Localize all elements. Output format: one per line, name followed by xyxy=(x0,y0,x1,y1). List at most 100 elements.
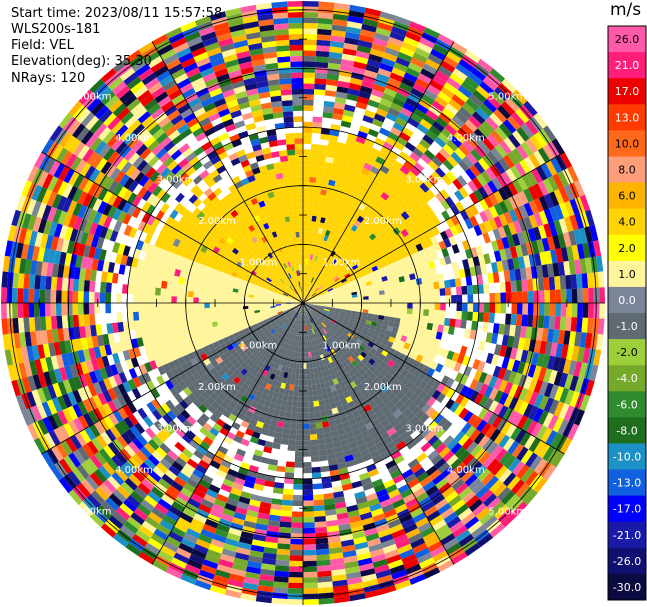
velocity-cell xyxy=(305,242,310,249)
velocity-cell xyxy=(354,241,362,249)
velocity-cell xyxy=(309,171,317,178)
velocity-cell xyxy=(329,307,336,310)
velocity-cell xyxy=(72,314,80,328)
velocity-cell xyxy=(360,257,368,265)
velocity-cell xyxy=(565,274,572,290)
velocity-cell xyxy=(320,133,330,141)
velocity-cell xyxy=(166,316,173,325)
velocity-cell xyxy=(334,181,342,189)
velocity-cell xyxy=(523,100,538,117)
velocity-cell xyxy=(366,268,374,274)
velocity-cell xyxy=(458,268,466,279)
velocity-cell xyxy=(422,222,432,232)
velocity-cell xyxy=(553,189,565,205)
velocity-cell xyxy=(423,309,430,317)
velocity-cell xyxy=(559,275,567,290)
velocity-cell xyxy=(376,217,385,226)
velocity-cell xyxy=(341,303,347,306)
velocity-cell xyxy=(309,276,313,283)
velocity-cell xyxy=(538,195,550,211)
velocity-cell xyxy=(318,295,324,298)
velocity-cell xyxy=(306,294,311,300)
velocity-cell xyxy=(466,136,479,149)
velocity-cell xyxy=(356,261,363,268)
velocity-cell xyxy=(392,209,401,219)
velocity-cell xyxy=(427,174,438,186)
velocity-cell xyxy=(312,272,317,278)
velocity-cell xyxy=(403,36,420,48)
velocity-cell xyxy=(323,100,335,108)
velocity-cell xyxy=(248,305,254,309)
velocity-cell xyxy=(434,95,449,108)
velocity-cell xyxy=(406,170,417,181)
velocity-cell xyxy=(362,289,369,294)
velocity-cell xyxy=(220,307,227,312)
velocity-cell xyxy=(295,368,300,375)
velocity-cell xyxy=(400,250,409,259)
velocity-cell xyxy=(303,83,315,90)
velocity-cell xyxy=(358,264,365,271)
velocity-cell xyxy=(313,510,326,517)
velocity-cell xyxy=(312,237,317,244)
velocity-cell xyxy=(61,315,69,329)
velocity-cell xyxy=(296,429,303,435)
velocity-cell xyxy=(303,209,308,216)
velocity-cell xyxy=(385,155,396,165)
velocity-cell xyxy=(363,162,373,171)
velocity-cell xyxy=(341,53,356,62)
velocity-cell xyxy=(335,308,341,311)
velocity-cell xyxy=(341,278,347,284)
velocity-cell xyxy=(361,80,375,89)
velocity-cell xyxy=(303,484,313,490)
velocity-cell xyxy=(155,279,162,289)
velocity-cell xyxy=(318,306,325,309)
velocity-cell xyxy=(350,313,357,318)
velocity-cell xyxy=(508,222,518,236)
velocity-cell xyxy=(334,293,341,297)
velocity-cell xyxy=(330,282,337,287)
velocity-cell xyxy=(461,285,468,295)
velocity-cell xyxy=(308,193,315,200)
velocity-cell xyxy=(425,58,441,70)
velocity-cell xyxy=(295,434,303,441)
velocity-cell xyxy=(356,215,365,223)
velocity-cell xyxy=(341,115,353,123)
velocity-cell xyxy=(320,245,325,252)
velocity-cell xyxy=(231,421,241,431)
velocity-cell xyxy=(456,294,463,303)
velocity-cell xyxy=(431,216,441,227)
velocity-cell xyxy=(226,310,233,315)
velocity-cell xyxy=(549,303,556,317)
velocity-cell xyxy=(319,305,325,308)
velocity-cell xyxy=(378,311,385,316)
velocity-cell xyxy=(571,345,580,362)
velocity-cell xyxy=(467,72,483,86)
velocity-cell xyxy=(231,295,238,300)
velocity-cell xyxy=(345,138,356,147)
velocity-cell xyxy=(198,292,205,298)
velocity-cell xyxy=(516,291,523,303)
velocity-cell xyxy=(303,385,308,391)
velocity-cell xyxy=(426,84,441,96)
velocity-cell xyxy=(313,494,324,501)
velocity-cell xyxy=(323,281,329,286)
velocity-cell xyxy=(398,276,405,283)
velocity-cell xyxy=(349,4,366,13)
velocity-cell xyxy=(204,312,211,319)
velocity-cell xyxy=(334,291,341,295)
velocity-cell xyxy=(383,87,397,98)
velocity-cell xyxy=(461,240,471,251)
velocity-cell xyxy=(400,211,410,221)
velocity-cell xyxy=(353,267,361,273)
velocity-cell xyxy=(307,390,313,397)
velocity-cell xyxy=(398,151,410,161)
velocity-cell xyxy=(409,325,416,333)
velocity-cell xyxy=(305,287,309,293)
velocity-cell xyxy=(536,327,544,341)
velocity-cell xyxy=(309,290,314,295)
velocity-cell xyxy=(171,296,177,303)
velocity-cell xyxy=(299,363,303,369)
velocity-cell xyxy=(503,324,511,336)
velocity-cell xyxy=(303,105,314,112)
velocity-cell xyxy=(160,303,166,311)
